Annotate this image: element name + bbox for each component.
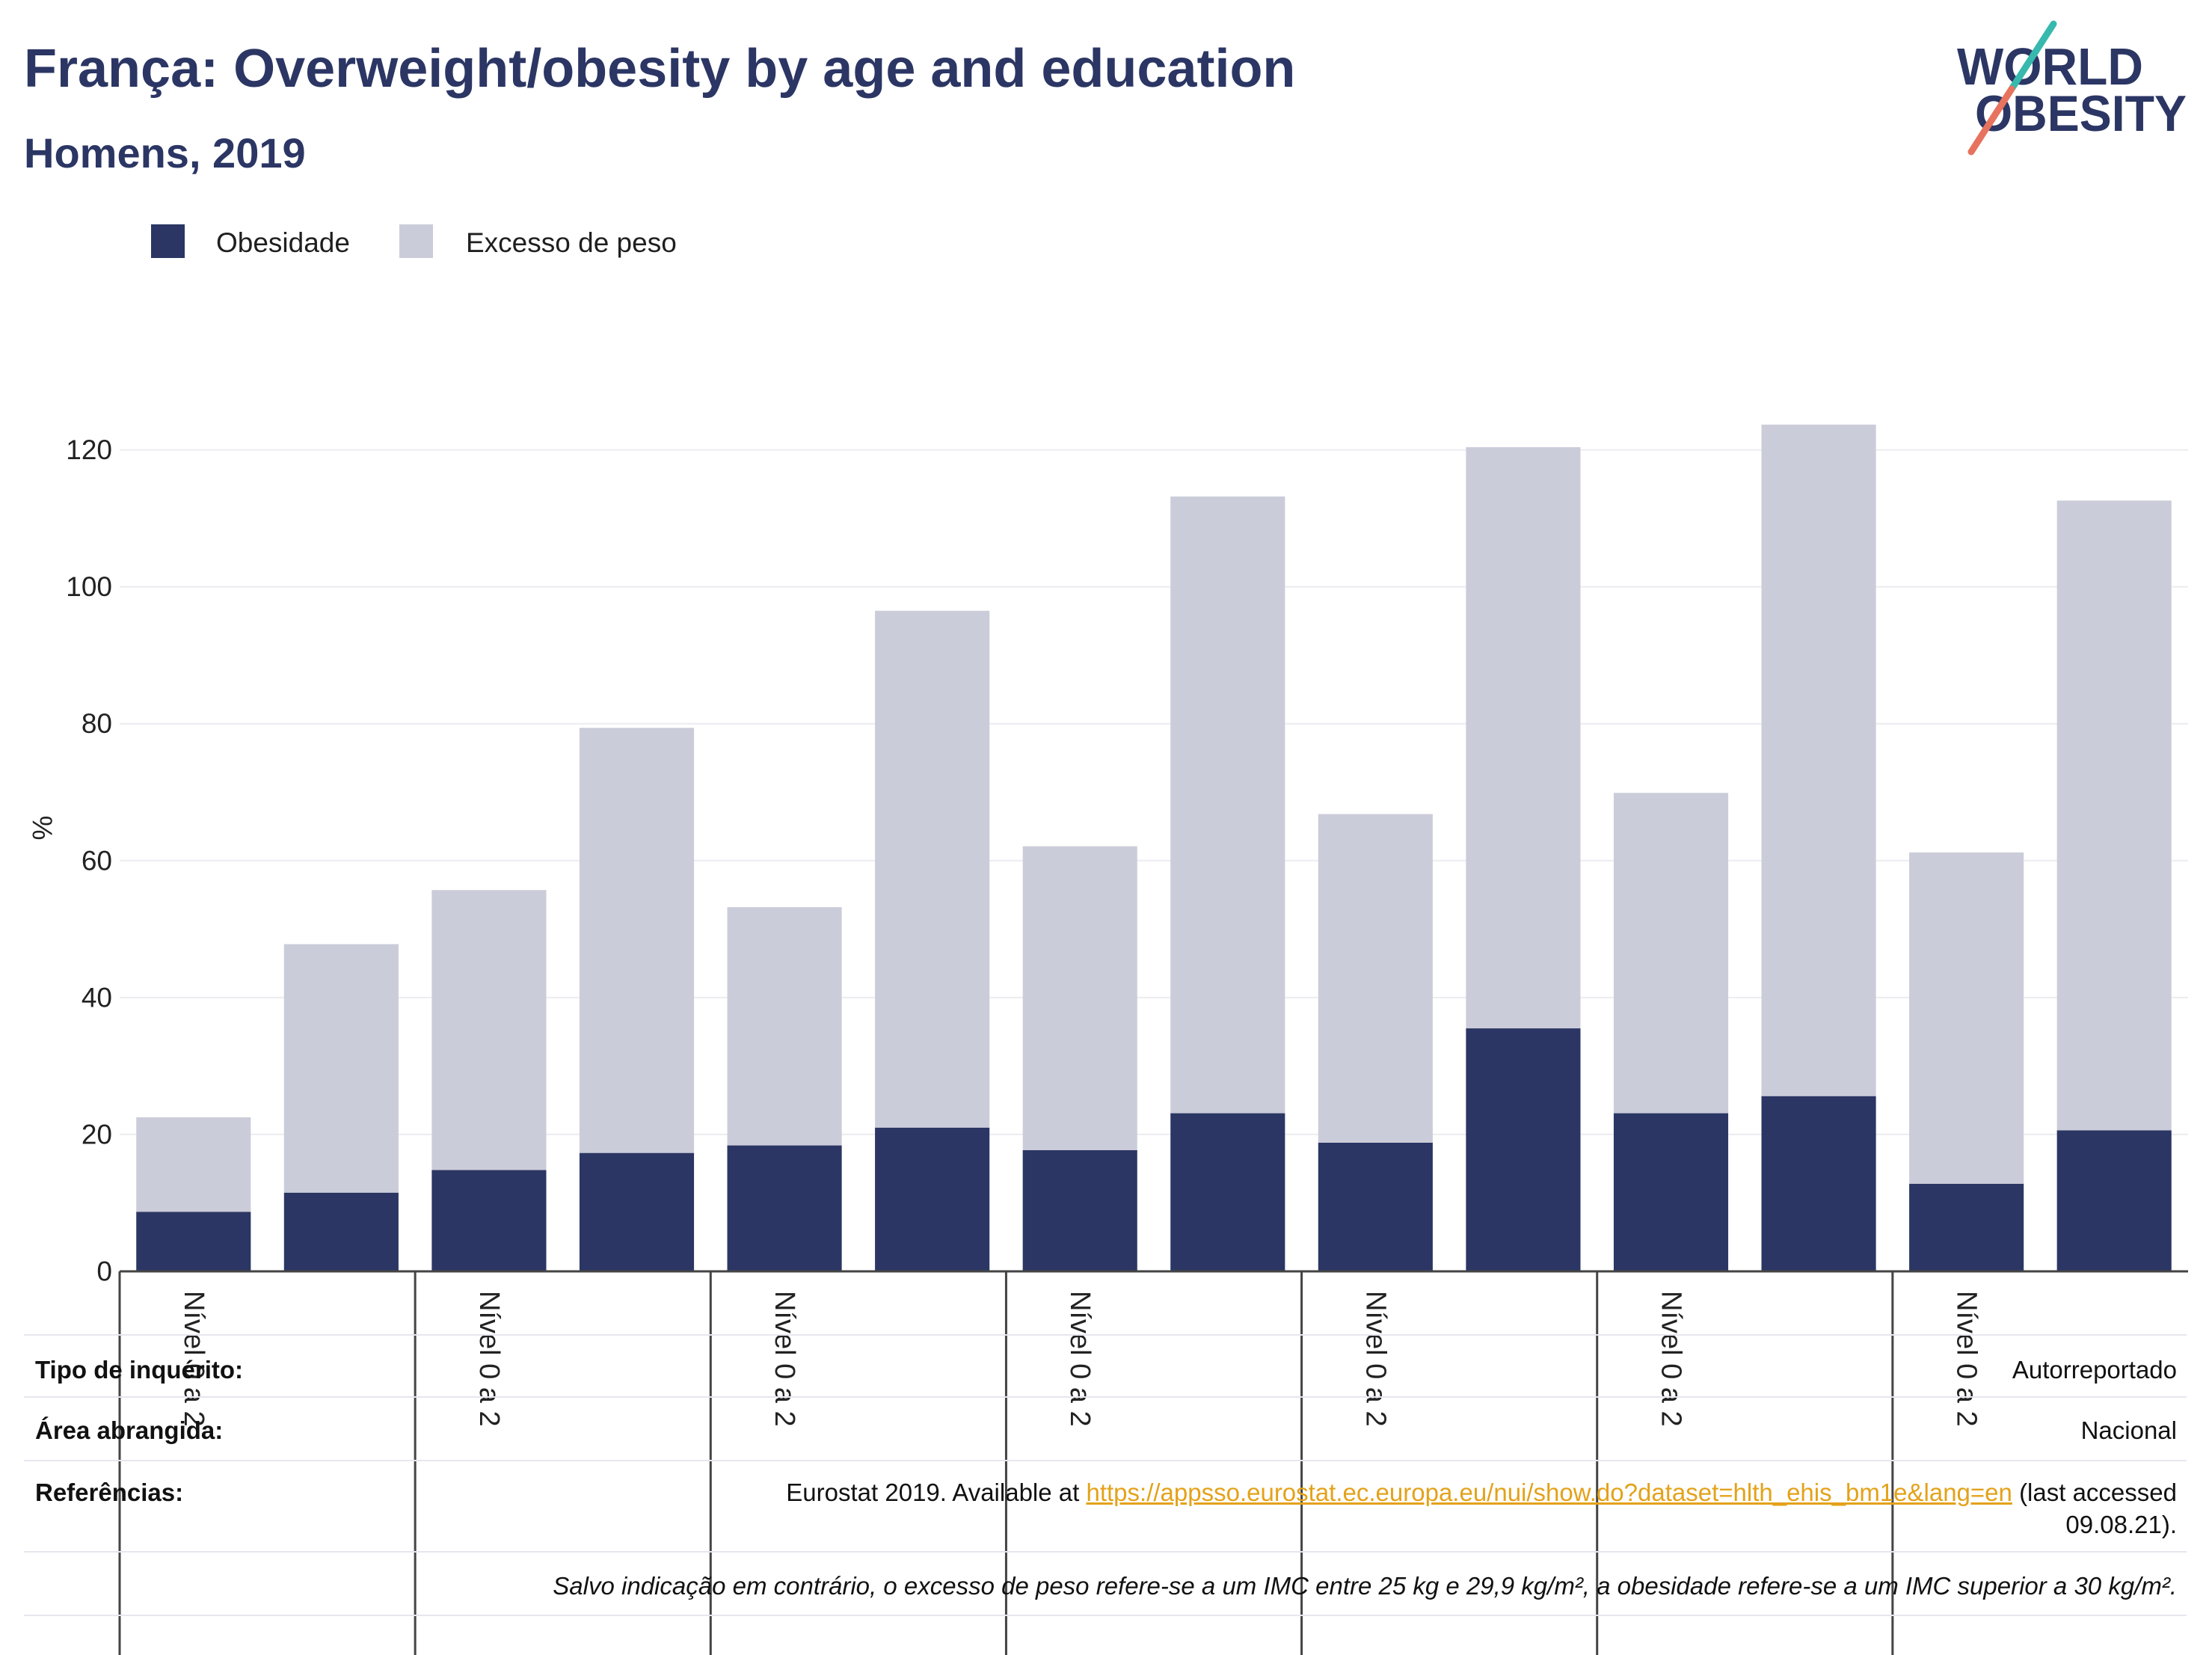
bar-segment-obesidade — [875, 1127, 990, 1271]
bar — [136, 1117, 251, 1271]
x-tick-label: Nível 0 a 2 — [769, 1291, 800, 1427]
legend-swatch-obesidade[interactable] — [151, 224, 185, 258]
bar-segment-excesso-de-peso — [136, 1117, 251, 1212]
bar — [283, 944, 399, 1271]
bar-segment-obesidade — [1613, 1113, 1729, 1271]
legend-label-excesso-de-peso[interactable]: Excesso de peso — [466, 227, 677, 258]
bar — [1909, 852, 2024, 1271]
coverage-label: Área abrangida: — [35, 1416, 224, 1444]
bar — [1613, 793, 1729, 1271]
bar-segment-excesso-de-peso — [727, 907, 842, 1146]
table-divider — [24, 1396, 2187, 1398]
bar-segment-excesso-de-peso — [1613, 793, 1729, 1114]
bar — [431, 890, 547, 1271]
chart-title: França: Overweight/obesity by age and ed… — [24, 39, 1296, 99]
legend-swatch-excesso-de-peso[interactable] — [399, 224, 433, 258]
bar — [579, 728, 695, 1271]
x-axis-tick-labels: Nível 0 a 2 Nível 0 a 2 Nível 0 a 2 Nível 0… — [178, 1291, 1982, 1427]
references-label: Referências: — [35, 1479, 184, 1506]
x-tick-label: Nível 0 a 2 — [473, 1291, 505, 1427]
x-tick-label: Nível 0 a 2 — [1656, 1291, 1687, 1427]
bar-segment-obesidade — [1170, 1113, 1285, 1271]
table-divider — [24, 1334, 2187, 1336]
bar-segment-obesidade — [727, 1145, 842, 1271]
y-tick-label: 120 — [66, 435, 112, 465]
bar-segment-excesso-de-peso — [1466, 446, 1581, 1029]
references-access-date: 09.08.21). — [2065, 1511, 2177, 1538]
references-text-after: (last accessed — [2019, 1479, 2177, 1506]
bar-segment-obesidade — [579, 1152, 695, 1271]
survey-type-label: Tipo de inquérito: — [35, 1356, 244, 1384]
bar-segment-obesidade — [1022, 1149, 1137, 1271]
y-tick-label: 40 — [82, 982, 112, 1013]
bar — [727, 907, 842, 1271]
bar — [1318, 814, 1433, 1271]
bar-segment-obesidade — [1318, 1142, 1433, 1271]
bar-segment-obesidade — [2056, 1130, 2172, 1271]
x-tick-label: Nível 0 a 2 — [178, 1291, 209, 1427]
coverage-value: Nacional — [2080, 1416, 2177, 1444]
logo-slash-bottom — [1967, 85, 2015, 156]
x-tick-label: Nível 0 a 2 — [1360, 1291, 1391, 1427]
bar-segment-excesso-de-peso — [1318, 814, 1433, 1143]
x-tick-label: Nível 0 a 2 — [1064, 1291, 1096, 1427]
bars — [136, 424, 2172, 1271]
bar-segment-obesidade — [283, 1192, 399, 1271]
legend-label-obesidade[interactable]: Obesidade — [216, 227, 350, 258]
bar-segment-excesso-de-peso — [1022, 846, 1137, 1150]
bar-segment-excesso-de-peso — [579, 728, 695, 1153]
y-axis-label: % — [28, 816, 58, 841]
survey-type-value: Autorreportado — [2012, 1356, 2177, 1384]
bar-segment-obesidade — [431, 1170, 547, 1271]
bar-segment-excesso-de-peso — [1909, 852, 2024, 1184]
bar-segment-obesidade — [136, 1212, 251, 1271]
bar — [2056, 500, 2172, 1271]
definition-note: Salvo indicação em contrário, o excesso … — [553, 1572, 2177, 1600]
bar-segment-obesidade — [1909, 1183, 2024, 1271]
bar-segment-obesidade — [1466, 1028, 1581, 1271]
bar-segment-excesso-de-peso — [431, 890, 547, 1170]
world-obesity-logo: WORLD OBESITY — [1957, 20, 2187, 156]
references-value-line2: 09.08.21). — [2065, 1510, 2177, 1540]
bar-segment-excesso-de-peso — [1170, 496, 1285, 1114]
references-value: Eurostat 2019. Available at https://apps… — [786, 1478, 2177, 1508]
bar-segment-excesso-de-peso — [1761, 424, 1876, 1096]
x-tick-label: Nível 0 a 2 — [1951, 1291, 1982, 1427]
y-axis-tick-labels: 0 20 40 60 80 100 120 — [66, 435, 112, 1286]
bar-segment-obesidade — [1761, 1096, 1876, 1271]
chart-subtitle: Homens, 2019 — [24, 129, 306, 176]
bar-segment-excesso-de-peso — [283, 944, 399, 1193]
table-divider — [24, 1615, 2187, 1616]
bar — [1466, 446, 1581, 1271]
references-link[interactable]: https://appsso.eurostat.ec.europa.eu/nui… — [1086, 1479, 2012, 1506]
y-tick-label: 80 — [82, 708, 112, 739]
gridlines — [120, 449, 2188, 1135]
bar — [1170, 496, 1285, 1271]
bar-segment-excesso-de-peso — [2056, 500, 2172, 1131]
logo-slash-top — [2008, 20, 2057, 93]
bar — [1022, 846, 1137, 1271]
y-tick-label: 60 — [82, 845, 112, 876]
bar-segment-excesso-de-peso — [875, 610, 990, 1128]
y-tick-label: 100 — [66, 571, 112, 602]
y-tick-label: 0 — [96, 1256, 112, 1287]
bar — [875, 610, 990, 1271]
bar — [1761, 424, 1876, 1271]
table-divider — [24, 1551, 2187, 1553]
table-divider — [24, 1460, 2187, 1461]
y-tick-label: 20 — [82, 1119, 112, 1149]
references-text-before: Eurostat 2019. Available at — [786, 1479, 1080, 1506]
logo-text-world: WORLD — [1957, 37, 2143, 96]
